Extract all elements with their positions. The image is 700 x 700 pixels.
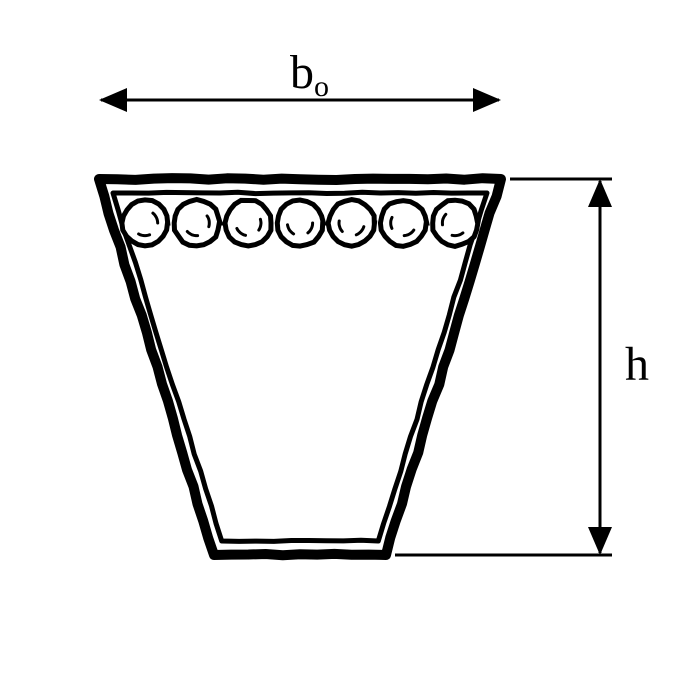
cord-circle bbox=[122, 200, 168, 246]
vbelt-diagram: bo h bbox=[0, 0, 700, 700]
dim-height-label: h bbox=[625, 338, 649, 391]
cord-circle bbox=[328, 200, 374, 247]
cord-mark bbox=[391, 217, 392, 228]
dim-height-arrow-bot bbox=[588, 527, 612, 555]
dim-width-label: b bbox=[290, 46, 314, 99]
dim-width-arrow-left bbox=[99, 88, 127, 112]
cord-circle bbox=[225, 200, 271, 246]
dim-width-arrow-right bbox=[473, 88, 501, 112]
cord-mark bbox=[139, 234, 150, 236]
cord-circle bbox=[380, 201, 426, 247]
cord-circle bbox=[174, 200, 220, 246]
cord-circle bbox=[433, 200, 478, 246]
dim-height-arrow-top bbox=[588, 179, 612, 207]
dim-width-label-sub: o bbox=[314, 70, 329, 103]
cord-circle bbox=[277, 200, 323, 246]
